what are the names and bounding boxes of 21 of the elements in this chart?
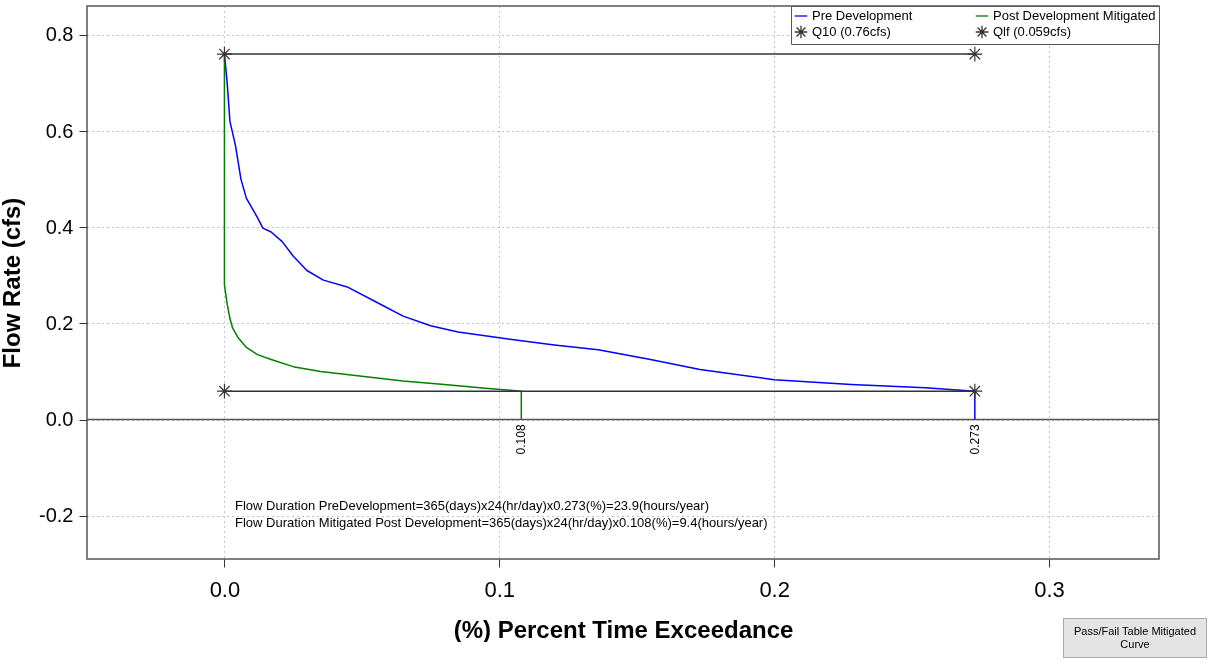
table-button: Pass/Fail Table Mitigated Curve [1063, 618, 1207, 658]
x-tick-label: 0.0 [209, 576, 241, 602]
legend-label: Post Development Mitigated [993, 8, 1156, 23]
x-axis-title: (%) Percent Time Exceedance [453, 615, 794, 643]
y-tick-label: -0.2 [39, 504, 74, 527]
x-tick-label: 0.2 [759, 576, 790, 602]
legend-label: Qlf (0.059cfs) [993, 24, 1072, 39]
y-axis-title: Flow Rate (cfs) [0, 197, 26, 369]
x-tick-label: 0.3 [1034, 576, 1065, 602]
legend-label: Q10 (0.76cfs) [812, 24, 891, 39]
x-tick-label: 0.1 [484, 576, 516, 602]
y-tick-label: 0.0 [45, 408, 74, 431]
y-tick-label: 0.8 [45, 23, 74, 46]
annotation: Flow Duration PreDevelopment=365(days)x24(hr/day)x0.273(%)=23.9(hours/year) [235, 498, 710, 513]
y-tick-label: 0.2 [45, 311, 74, 334]
annotation: 0.273 [967, 424, 982, 455]
legend-label: Pre Development [812, 8, 913, 23]
annotation: 0.108 [514, 424, 529, 455]
y-tick-label: 0.4 [45, 215, 74, 238]
y-tick-label: 0.6 [45, 119, 74, 142]
annotation: Flow Duration Mitigated Post Development=365(days)x24(hr/day)x0.108(%)=9.4(hours/year) [235, 515, 768, 530]
